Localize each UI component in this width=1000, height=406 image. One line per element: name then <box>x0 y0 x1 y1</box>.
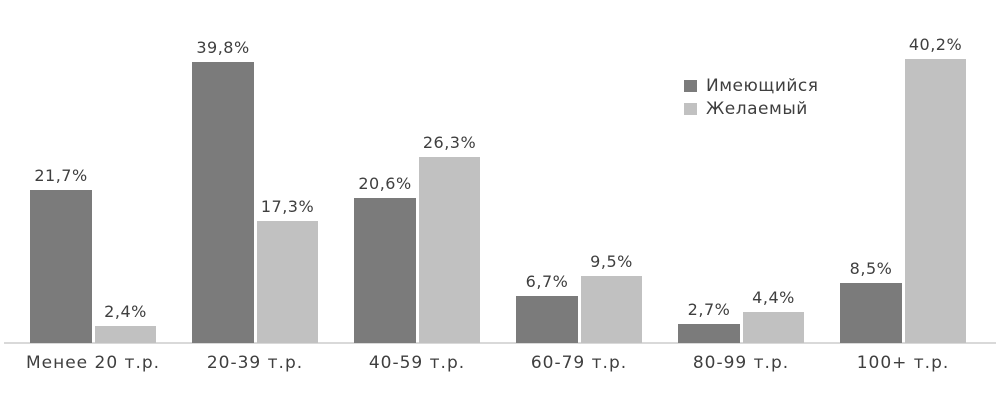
bar-cell-desired: 4,4% <box>743 288 804 343</box>
legend-swatch-desired-icon <box>684 102 697 115</box>
bar-cell-desired: 40,2% <box>905 35 966 343</box>
bar-value-label: 2,7% <box>687 299 731 319</box>
bar-existing <box>30 189 92 343</box>
bar-cell-desired: 26,3% <box>419 133 480 343</box>
bar-existing <box>354 197 416 343</box>
bar-cell-existing: 8,5% <box>840 259 902 343</box>
bar-desired <box>257 220 318 343</box>
bar-cell-desired: 17,3% <box>257 197 318 343</box>
bar-cell-desired: 2,4% <box>95 302 156 343</box>
bar-desired <box>581 276 642 343</box>
bar-value-label: 21,7% <box>34 165 88 185</box>
bar-value-label: 40,2% <box>908 35 963 55</box>
category-label: 60-79 т.р. <box>530 353 628 373</box>
category-label: 80-99 т.р. <box>692 353 790 373</box>
bar-chart-plot-area: 21,7% 2,4% Менее 20 т.р. 39,8% 17,3% 20-39 т.… <box>26 0 966 373</box>
bar-group: 21,7% 2,4% Менее 20 т.р. <box>26 0 159 373</box>
category-label: Менее 20 т.р. <box>25 353 161 373</box>
bar-cell-existing: 20,6% <box>354 174 416 343</box>
bar-cell-existing: 39,8% <box>192 38 254 343</box>
bar-value-label: 6,7% <box>525 271 569 291</box>
bar-desired <box>419 157 480 343</box>
bar-cell-desired: 9,5% <box>581 252 642 343</box>
bar-pair: 20,6% 26,3% <box>354 0 480 343</box>
category-label: 40-59 т.р. <box>368 353 466 373</box>
category-label: 100+ т.р. <box>856 353 950 373</box>
chart-legend: Имеющийся Желаемый <box>684 74 819 120</box>
bar-desired <box>95 326 156 343</box>
x-axis-line <box>4 342 996 344</box>
bar-cell-existing: 21,7% <box>30 166 92 343</box>
bar-existing <box>678 323 740 343</box>
bar-value-label: 2,4% <box>104 302 147 322</box>
bar-value-label: 17,3% <box>260 196 315 216</box>
bar-existing <box>840 283 902 343</box>
bar-pair: 8,5% 40,2% <box>840 0 966 343</box>
bar-group: 39,8% 17,3% 20-39 т.р. <box>192 0 318 373</box>
bar-pair: 21,7% 2,4% <box>30 0 156 343</box>
category-label: 20-39 т.р. <box>206 353 304 373</box>
legend-swatch-existing-icon <box>684 79 697 92</box>
bar-pair: 2,7% 4,4% <box>678 0 804 343</box>
bar-group: 6,7% 9,5% 60-79 т.р. <box>516 0 642 373</box>
bar-value-label: 20,6% <box>358 173 412 193</box>
bar-value-label: 39,8% <box>196 38 250 58</box>
legend-label-desired: Желаемый <box>706 98 808 119</box>
bar-cell-existing: 2,7% <box>678 300 740 343</box>
bar-value-label: 4,4% <box>752 287 795 307</box>
bar-desired <box>905 59 966 343</box>
bar-group: 2,7% 4,4% 80-99 т.р. <box>678 0 804 373</box>
bar-existing <box>516 295 578 343</box>
bar-value-label: 8,5% <box>849 259 893 278</box>
bar-group: 8,5% 40,2% 100+ т.р. <box>840 0 966 373</box>
bar-existing <box>192 62 254 343</box>
bar-value-label: 26,3% <box>422 133 477 153</box>
bar-pair: 39,8% 17,3% <box>192 0 318 343</box>
bar-desired <box>743 311 804 343</box>
legend-item-existing: Имеющийся <box>684 74 819 97</box>
bar-group: 20,6% 26,3% 40-59 т.р. <box>354 0 480 373</box>
bar-pair: 6,7% 9,5% <box>516 0 642 343</box>
bar-value-label: 9,5% <box>590 252 633 271</box>
legend-label-existing: Имеющийся <box>706 75 819 96</box>
legend-item-desired: Желаемый <box>684 97 819 120</box>
bar-cell-existing: 6,7% <box>516 272 578 343</box>
